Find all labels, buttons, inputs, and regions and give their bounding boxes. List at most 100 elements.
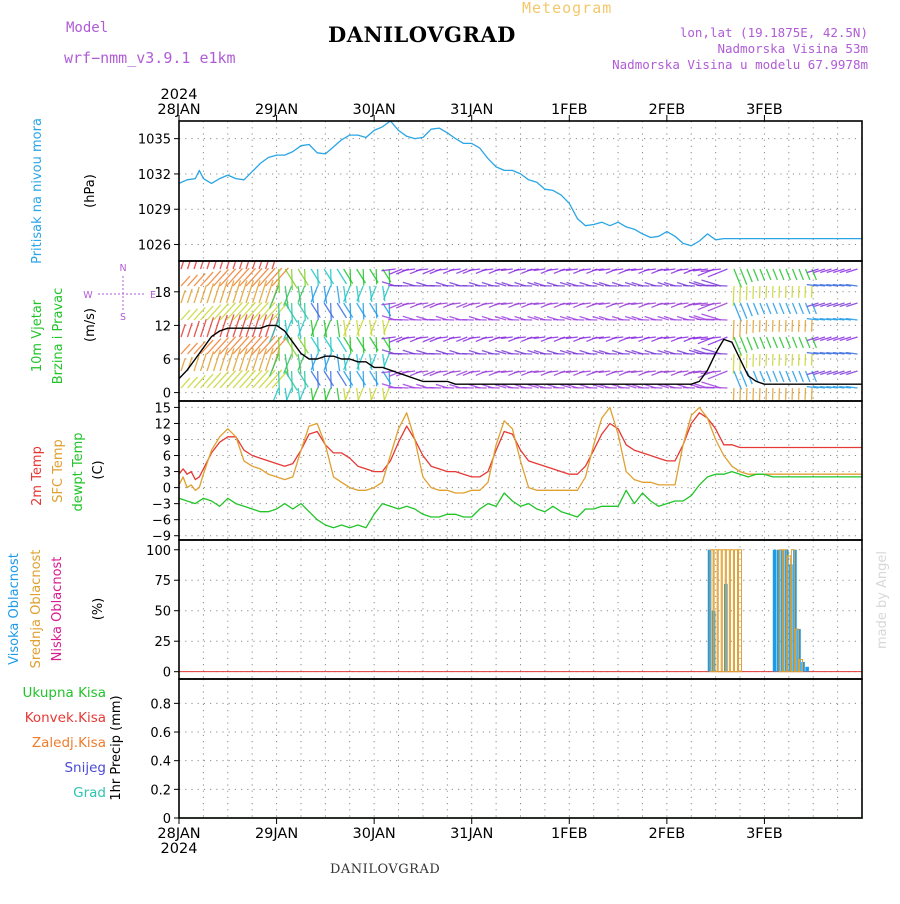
footer-station: DANILOVGRAD [330, 862, 440, 877]
wind-arrow [435, 371, 447, 373]
wind-arrow [246, 280, 253, 303]
wind-arrow [747, 337, 752, 350]
wind-arrow [279, 269, 280, 293]
wind-arrow [402, 269, 415, 271]
wind-arrow [214, 371, 229, 388]
wind-arrow [416, 303, 428, 305]
cloud-high-label: Visoka Oblacnost [7, 553, 22, 665]
wind-arrow [270, 286, 279, 308]
wind-arrow [760, 269, 765, 280]
wind-arrow [201, 353, 207, 371]
wind-arrow [331, 269, 332, 287]
wind-arrow [384, 286, 390, 300]
wind-arrow [766, 371, 770, 382]
wind-arrow [612, 269, 624, 270]
wind-arrow [760, 337, 765, 348]
pressure-label: Pritisak na nivou mora [30, 118, 45, 264]
wind-arrow [733, 286, 734, 306]
cloud-bar-high [785, 550, 789, 672]
wind-arrow [644, 337, 656, 338]
cloud-bar-high [797, 629, 801, 672]
y-tick-label: 6 [163, 353, 171, 368]
wind-arrow [547, 303, 559, 304]
wind-arrow [773, 337, 777, 348]
wind-arrow [416, 269, 428, 271]
wind-arrow [786, 371, 790, 382]
wind-arrow [363, 337, 364, 354]
wind-arrow [402, 303, 415, 305]
wind-arrow [214, 248, 221, 269]
wind-arrow [337, 388, 339, 405]
x-label-bottom: 30JAN [353, 826, 396, 842]
wind-arrow [773, 303, 777, 314]
x-label-bottom: 1FEB [551, 826, 588, 842]
wind-arrow [799, 303, 803, 314]
wind-arrow [469, 337, 481, 338]
cloud-bar-mid [722, 550, 725, 672]
wind-arrow [324, 303, 333, 318]
wind-arrow [579, 371, 591, 372]
watermark: made by Angel [875, 551, 890, 649]
wind-arrow [305, 337, 306, 355]
wind-arrow [740, 286, 741, 303]
wind-arrow [201, 285, 207, 303]
wind-arrow [799, 269, 803, 280]
wind-arrow [740, 320, 741, 337]
cloud-bar-high [781, 550, 785, 672]
wind-arrow [482, 269, 494, 270]
cloud-bar-high [777, 550, 781, 672]
wind-arrow [469, 269, 481, 270]
wind-arrow [311, 303, 320, 318]
wind-arrow [253, 370, 269, 388]
x-label-top: 1FEB [551, 102, 588, 118]
wind-arrow [547, 337, 559, 338]
wind-arrow [270, 388, 279, 410]
y-tick-label: 0 [163, 812, 171, 827]
wind-arrow [233, 246, 240, 269]
wind-arrow [305, 371, 306, 389]
wind-arrow [706, 285, 727, 286]
wind-arrow [706, 319, 727, 320]
wind-arrow [514, 337, 526, 338]
model-label: Model [66, 20, 108, 36]
wind-arrow [298, 269, 308, 285]
wind-arrow [311, 269, 320, 284]
elevation-info: Nadmorska Visina 53m [717, 41, 868, 56]
wind-arrow [644, 303, 656, 304]
wind-arrow [734, 269, 741, 287]
wind-arrow [188, 289, 193, 303]
wind-arrow [363, 371, 364, 388]
wind-arrow [449, 269, 461, 270]
wind-arrow [246, 370, 262, 388]
wind-arrow [305, 269, 306, 287]
cloud-bar-high [801, 662, 805, 672]
x-label-top: 30JAN [353, 102, 396, 118]
wind-arrow [350, 337, 351, 354]
wind-arrow [318, 269, 319, 286]
wind-arrow [318, 303, 319, 320]
precip-legend-3: Snijeg [64, 760, 106, 776]
wind-arrow [233, 314, 240, 337]
wind-arrow [331, 303, 332, 321]
compass-s: S [120, 312, 126, 323]
wind-arrow [514, 371, 526, 372]
wind-arrow [233, 348, 240, 371]
cloud-bar-mid [726, 550, 729, 672]
wind-arrow [344, 388, 346, 405]
wind-arrow [194, 321, 199, 337]
y-tick-label: 1026 [138, 239, 171, 254]
y-tick-label: 0 [163, 387, 171, 402]
x-label-top: 28JAN [157, 102, 200, 118]
wind-arrow [337, 320, 339, 337]
wind-arrow [350, 371, 351, 388]
wind-arrow [779, 269, 783, 280]
wind-arrow [298, 303, 308, 319]
precip-legend-0: Ukupna Kisa [23, 685, 106, 701]
wind-arrow [207, 351, 213, 371]
y-tick-label: −9 [152, 530, 171, 545]
wind-arrow [331, 371, 332, 389]
wind-arrow [786, 269, 790, 280]
wind-arrow [194, 307, 205, 320]
wind-arrow [677, 371, 689, 372]
wind-arrow [227, 370, 243, 388]
